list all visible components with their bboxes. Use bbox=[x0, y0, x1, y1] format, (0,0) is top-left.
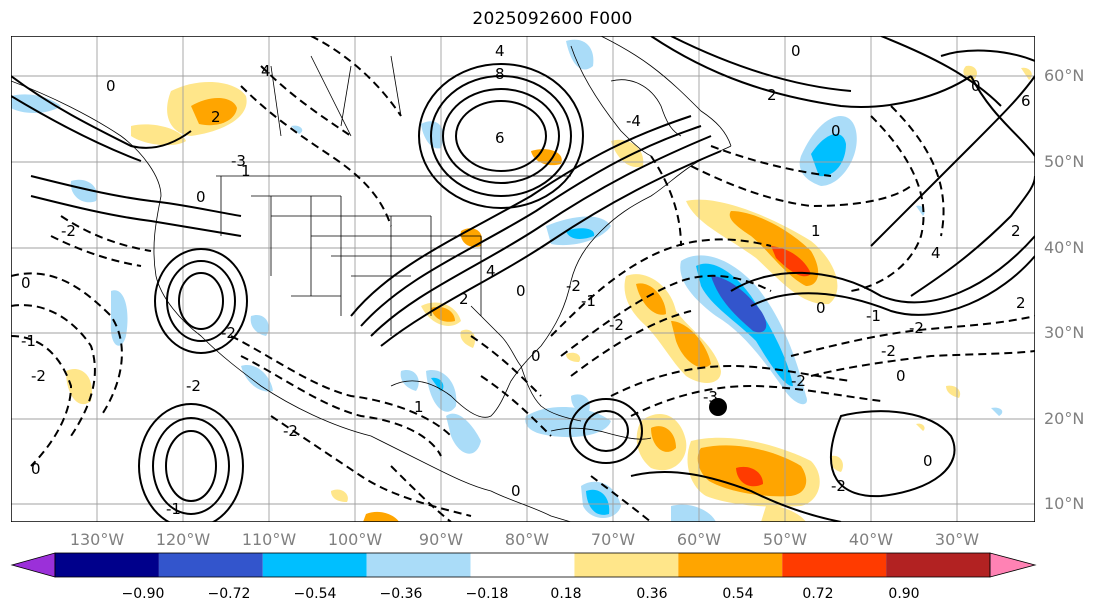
contour-label: 2 bbox=[211, 108, 221, 126]
contour-label: 1 bbox=[414, 398, 424, 416]
contour-label: -2 bbox=[186, 377, 201, 395]
contour-label: 2 bbox=[1016, 294, 1026, 312]
negative-contours bbox=[11, 36, 1035, 522]
lat-label: 30°N bbox=[1044, 323, 1085, 342]
contour-label: 4 bbox=[931, 244, 941, 262]
lon-label: 70°W bbox=[590, 530, 636, 549]
lon-label: 40°W bbox=[848, 530, 894, 549]
contour-label: -3 bbox=[231, 152, 246, 170]
map-panel: 8 6 4 2 0 0 2 4 6 -1 -2 -2 -3 -4 0 1 2 4… bbox=[11, 36, 1035, 522]
plot-title: 2025092600 F000 bbox=[472, 9, 633, 29]
positive-contours bbox=[11, 36, 1035, 522]
contour-label: -2 bbox=[909, 319, 924, 337]
contour-label: -2 bbox=[221, 324, 236, 342]
contour-label: 0 bbox=[511, 482, 521, 500]
contour-label: -2 bbox=[609, 316, 624, 334]
colorbar-tick: 0.90 bbox=[888, 586, 920, 602]
colorbar-tick: 0.54 bbox=[722, 586, 754, 602]
storm-marker bbox=[709, 398, 727, 416]
colorbar-segment bbox=[678, 553, 783, 577]
contour-label: 4 bbox=[495, 42, 505, 60]
colorbar-segment bbox=[886, 553, 990, 577]
colorbar-extend-high bbox=[989, 552, 1037, 578]
contour-label: -2 bbox=[566, 277, 581, 295]
lon-label: 120°W bbox=[155, 530, 211, 549]
contour-label: -1 bbox=[21, 332, 36, 350]
shaded-field bbox=[11, 39, 1032, 522]
colorbar-tick: 0.18 bbox=[550, 586, 582, 602]
contour-label: 4 bbox=[261, 62, 271, 80]
colorbar-tick: −0.72 bbox=[207, 586, 251, 602]
lon-label: 60°W bbox=[676, 530, 722, 549]
contour-label: 0 bbox=[31, 460, 41, 478]
contour-label: -2 bbox=[791, 372, 806, 390]
colorbar-tick: 0.72 bbox=[802, 586, 834, 602]
lat-label: 40°N bbox=[1044, 238, 1085, 257]
contour-label: -2 bbox=[61, 222, 76, 240]
lon-label: 110°W bbox=[241, 530, 297, 549]
lon-label: 30°W bbox=[934, 530, 980, 549]
contour-label: 8 bbox=[495, 65, 505, 83]
contour-label: 4 bbox=[486, 262, 496, 280]
contour-label: 0 bbox=[791, 42, 801, 60]
contour-label: 1 bbox=[811, 222, 821, 240]
colorbar-segment bbox=[574, 553, 679, 577]
contour-label: 0 bbox=[531, 347, 541, 365]
contour-label: -1 bbox=[166, 500, 181, 518]
contour-label: -1 bbox=[866, 307, 881, 325]
contour-label: 0 bbox=[516, 282, 526, 300]
colorbar-tick: −0.90 bbox=[121, 586, 165, 602]
colorbar-segment bbox=[158, 553, 263, 577]
colorbar-segment bbox=[366, 553, 471, 577]
colorbar bbox=[10, 552, 1037, 578]
contour-label: 6 bbox=[1021, 92, 1031, 110]
lat-label: 20°N bbox=[1044, 409, 1085, 428]
lon-label: 80°W bbox=[504, 530, 550, 549]
contour-label: 0 bbox=[196, 188, 206, 206]
lat-label: 50°N bbox=[1044, 152, 1085, 171]
colorbar-tick: −0.36 bbox=[379, 586, 423, 602]
contour-label: 0 bbox=[923, 452, 933, 470]
colorbar-segment bbox=[55, 553, 159, 577]
contour-label: 2 bbox=[1011, 222, 1021, 240]
contour-label: -4 bbox=[626, 112, 641, 130]
contour-label: 0 bbox=[816, 299, 826, 317]
contour-label: -2 bbox=[831, 477, 846, 495]
colorbar-segment bbox=[782, 553, 887, 577]
colorbar-tick: 0.36 bbox=[636, 586, 668, 602]
lat-label: 10°N bbox=[1044, 494, 1085, 513]
contour-label: -2 bbox=[283, 422, 298, 440]
map-border bbox=[11, 36, 1035, 522]
lon-label: 100°W bbox=[327, 530, 383, 549]
colorbar-tick: −0.54 bbox=[293, 586, 337, 602]
contour-label: 0 bbox=[831, 122, 841, 140]
colorbar-extend-low bbox=[10, 552, 56, 578]
contour-label: 0 bbox=[106, 77, 116, 95]
lon-label: 50°W bbox=[762, 530, 808, 549]
colorbar-segment bbox=[262, 553, 367, 577]
contour-label: -2 bbox=[881, 342, 896, 360]
contour-label: 0 bbox=[971, 77, 981, 95]
contour-label: 2 bbox=[459, 290, 469, 308]
colorbar-segment bbox=[470, 553, 575, 577]
contour-label: 6 bbox=[495, 129, 505, 147]
contour-label: 1 bbox=[241, 162, 251, 180]
contour-label: -3 bbox=[703, 388, 718, 406]
coastlines bbox=[11, 36, 732, 522]
lat-label: 60°N bbox=[1044, 66, 1085, 85]
contour-label: 2 bbox=[767, 86, 777, 104]
colorbar-tick: −0.18 bbox=[465, 586, 509, 602]
contour-label: 0 bbox=[21, 274, 31, 292]
contour-label-group: 8 6 4 2 0 0 2 4 6 -1 -2 -2 -3 -4 0 1 2 4… bbox=[21, 42, 1031, 518]
lon-label: 90°W bbox=[418, 530, 464, 549]
contour-label: 0 bbox=[896, 367, 906, 385]
colorbar-outline bbox=[54, 552, 991, 578]
contour-label: -1 bbox=[581, 292, 596, 310]
contour-label: -2 bbox=[31, 367, 46, 385]
lon-label: 130°W bbox=[69, 530, 125, 549]
graticule bbox=[11, 36, 1035, 522]
